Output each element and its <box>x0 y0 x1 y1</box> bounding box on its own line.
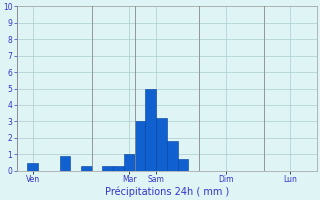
Bar <box>167 141 178 171</box>
Bar <box>60 156 70 171</box>
Bar <box>27 163 38 171</box>
Bar <box>145 89 156 171</box>
Bar <box>124 154 135 171</box>
X-axis label: Précipitations 24h ( mm ): Précipitations 24h ( mm ) <box>105 187 229 197</box>
Bar <box>113 166 124 171</box>
Bar <box>178 159 188 171</box>
Bar <box>102 166 113 171</box>
Bar <box>135 121 145 171</box>
Bar <box>156 118 167 171</box>
Bar <box>81 166 92 171</box>
